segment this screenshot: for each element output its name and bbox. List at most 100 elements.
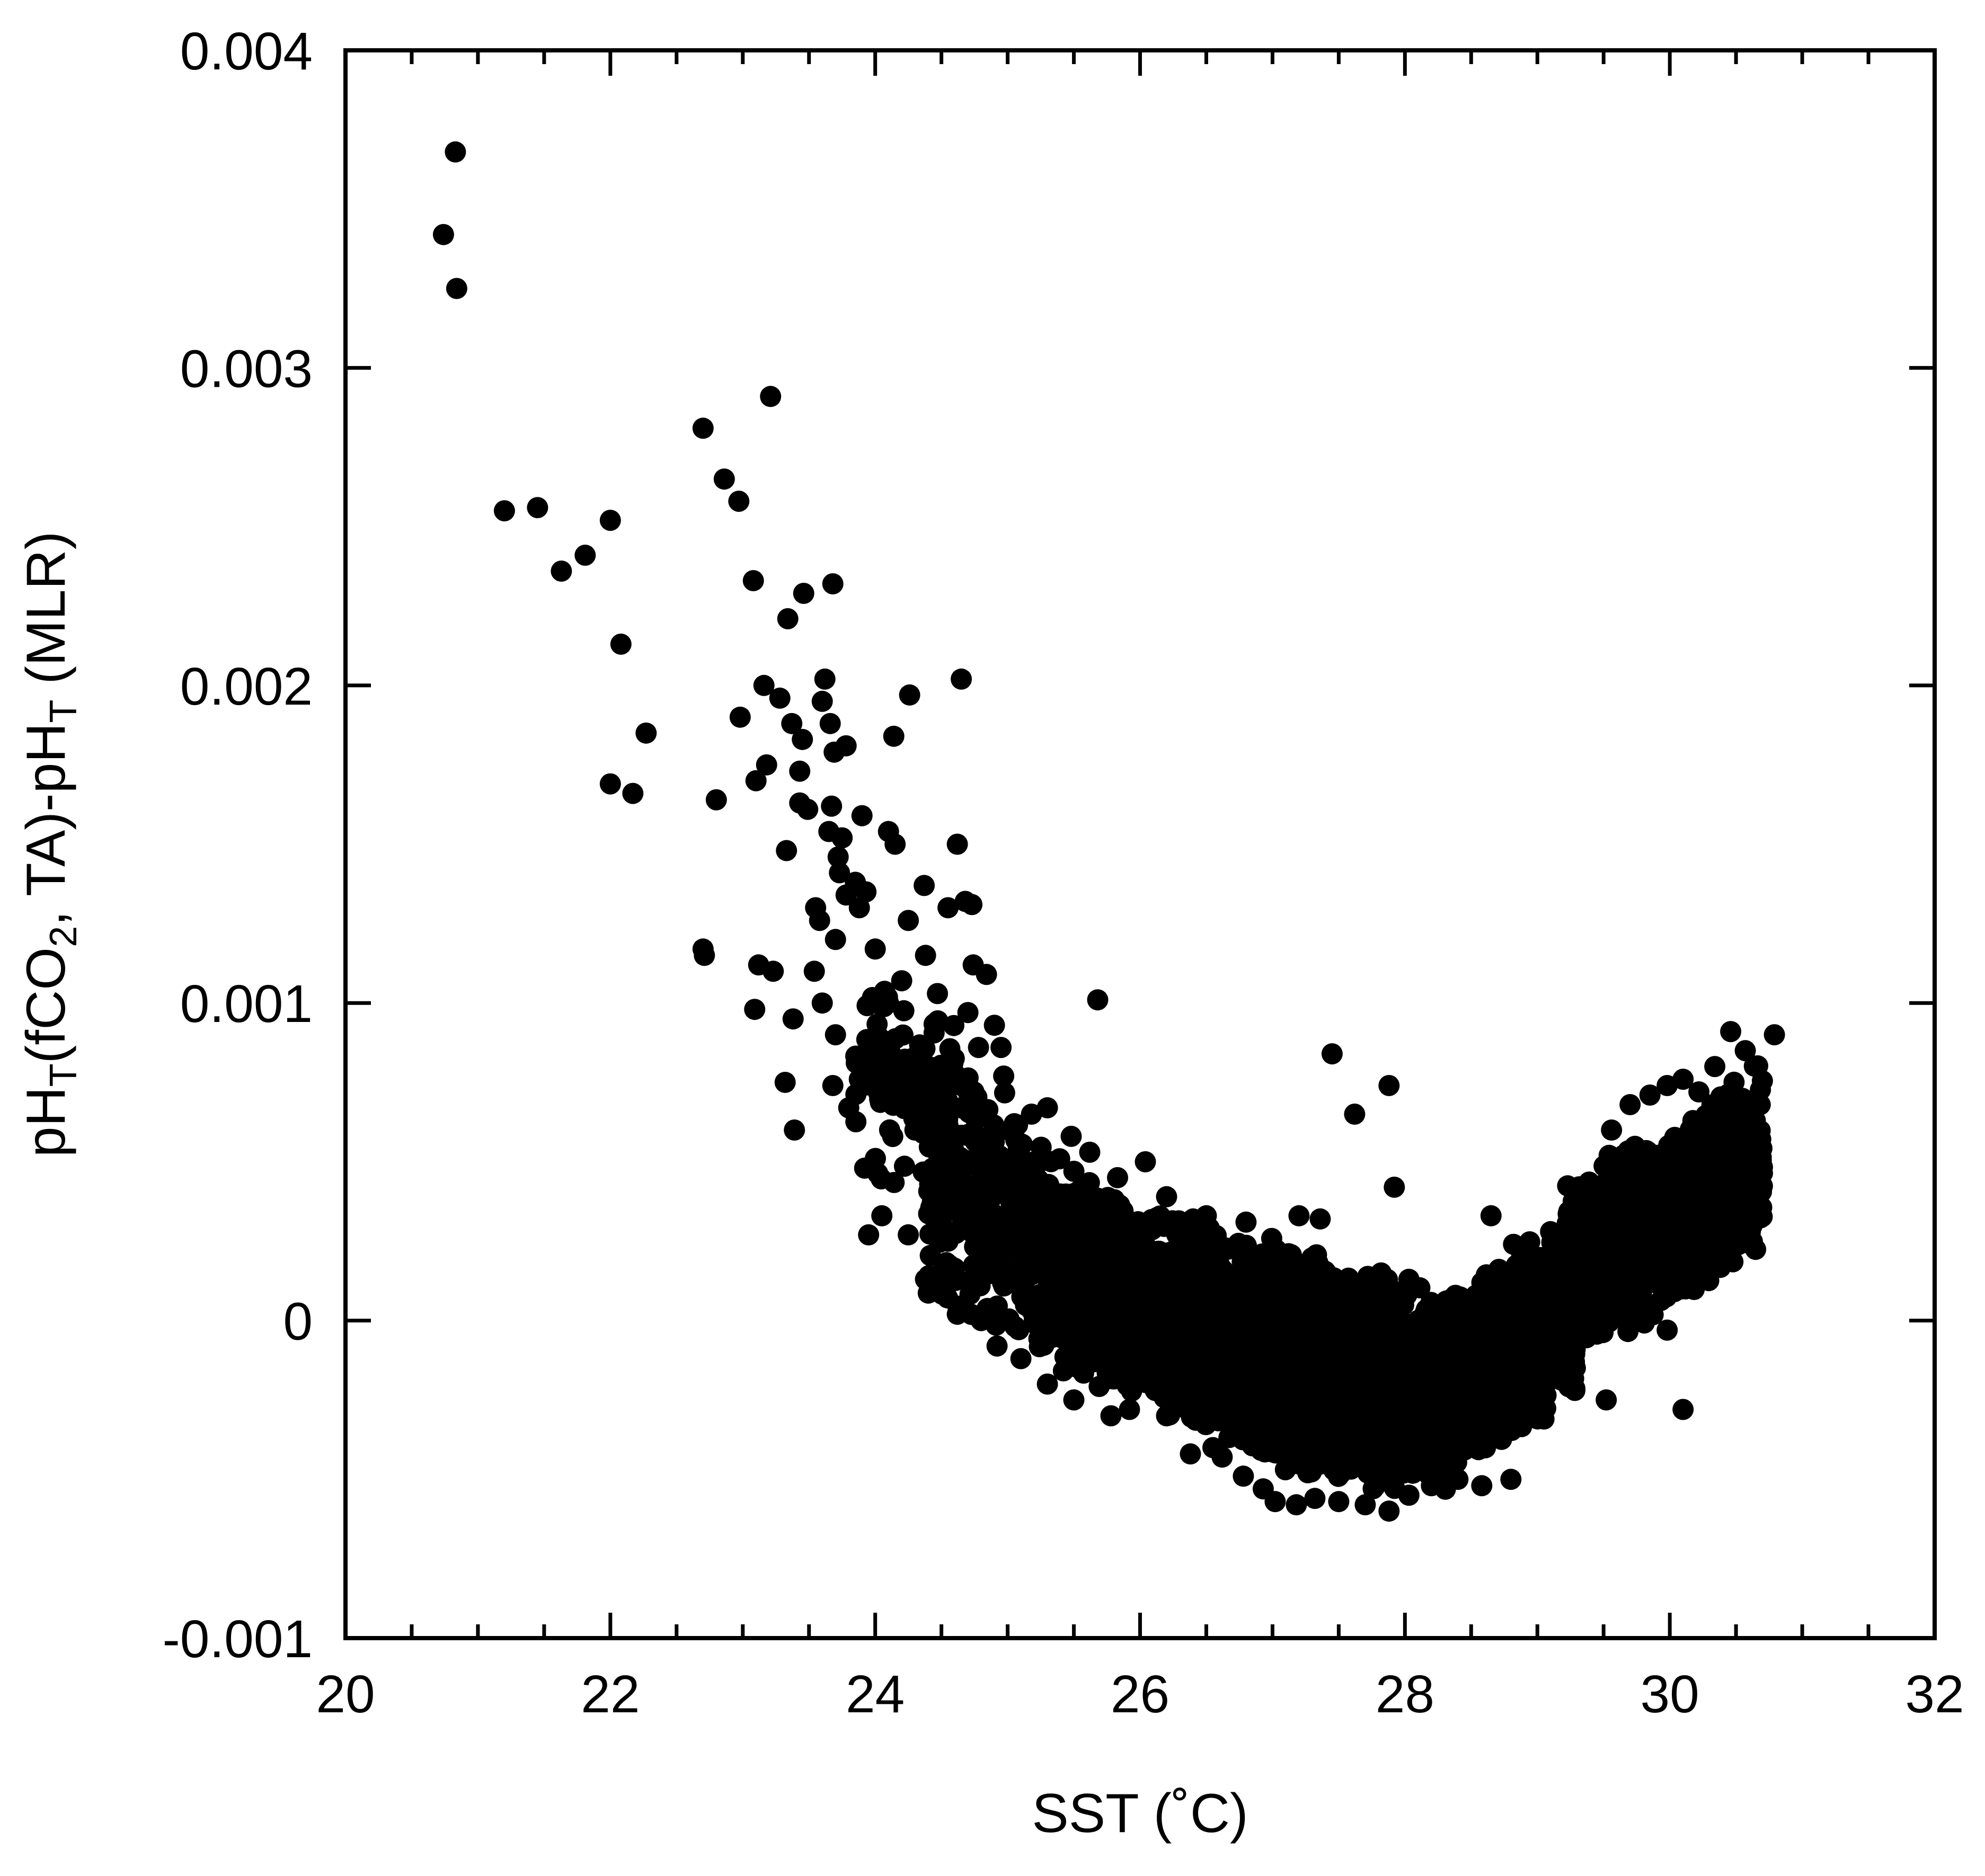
data-point [1344, 1104, 1366, 1125]
data-point [1345, 1397, 1367, 1418]
data-point [1656, 1075, 1678, 1096]
data-point [1688, 1081, 1710, 1103]
data-point [789, 760, 811, 782]
data-point [871, 1205, 893, 1226]
data-point [1370, 1336, 1392, 1357]
data-point [1228, 1232, 1250, 1254]
data-point [976, 1182, 998, 1204]
data-point [1402, 1462, 1424, 1484]
data-point [1036, 1373, 1058, 1395]
data-point [1354, 1494, 1376, 1516]
data-point [1167, 1396, 1189, 1418]
data-point [1119, 1399, 1140, 1420]
data-point [1309, 1318, 1331, 1339]
data-point [742, 570, 764, 591]
data-point [769, 687, 791, 709]
data-point [898, 1224, 919, 1246]
data-point [1456, 1313, 1477, 1335]
data-point [1465, 1290, 1487, 1311]
data-point [763, 961, 784, 982]
data-point [979, 1145, 1000, 1167]
data-point [1156, 1186, 1177, 1207]
data-point [1619, 1094, 1641, 1115]
data-point [753, 674, 775, 696]
data-point [976, 964, 997, 985]
data-point [1087, 989, 1109, 1011]
data-point [1036, 1097, 1058, 1118]
data-point [1160, 1359, 1182, 1381]
data-point [1194, 1243, 1216, 1265]
data-point [884, 833, 906, 855]
data-point [781, 713, 803, 734]
data-point [1350, 1279, 1372, 1301]
data-point [1010, 1242, 1032, 1264]
data-point [1268, 1336, 1289, 1358]
data-point [776, 840, 797, 861]
data-point [1007, 1179, 1029, 1201]
data-point [1672, 1069, 1694, 1090]
data-point [945, 1160, 967, 1181]
data-point [868, 1082, 890, 1104]
data-point [1250, 1390, 1272, 1411]
data-point [1656, 1319, 1678, 1341]
data-point [1135, 1151, 1156, 1172]
data-point [1365, 1298, 1387, 1320]
data-point [969, 1306, 990, 1328]
data-point [943, 1015, 964, 1036]
data-point [891, 970, 912, 992]
data-point [1309, 1208, 1331, 1230]
data-point [1129, 1286, 1151, 1308]
data-point [879, 1119, 900, 1141]
data-point [1010, 1348, 1032, 1370]
data-point [1439, 1399, 1461, 1421]
data-point [1596, 1389, 1617, 1411]
data-point [1107, 1167, 1128, 1188]
data-point [610, 633, 632, 655]
data-point [1049, 1148, 1070, 1170]
data-point [760, 386, 782, 407]
data-point [1261, 1228, 1282, 1249]
data-point [493, 500, 515, 522]
data-point [792, 728, 813, 750]
data-point [988, 1216, 1010, 1238]
data-point [782, 1008, 804, 1030]
data-point [745, 770, 767, 792]
data-point [1288, 1205, 1310, 1226]
data-point [797, 798, 819, 820]
data-point [1142, 1370, 1163, 1391]
data-point [1082, 1233, 1103, 1255]
data-point [729, 706, 751, 728]
data-point [1417, 1463, 1439, 1485]
data-point [1286, 1422, 1307, 1444]
data-point [1309, 1265, 1330, 1286]
data-point [987, 1295, 1008, 1317]
data-point [1434, 1325, 1456, 1347]
data-point [1321, 1043, 1343, 1065]
data-point [446, 278, 467, 299]
data-point [1192, 1352, 1213, 1374]
data-point [898, 910, 919, 931]
data-point [713, 468, 735, 490]
data-point [899, 684, 920, 706]
data-point [986, 1335, 1008, 1357]
data-point [1249, 1247, 1271, 1269]
data-point [961, 894, 983, 915]
data-point [1319, 1382, 1341, 1403]
data-point [827, 846, 849, 868]
data-point [1485, 1313, 1507, 1335]
data-point [1437, 1423, 1459, 1445]
data-point [1519, 1231, 1540, 1252]
data-point [784, 1119, 805, 1141]
data-point [871, 1168, 892, 1190]
data-point [952, 1075, 973, 1097]
data-point [1704, 1056, 1726, 1078]
data-point [1374, 1280, 1396, 1302]
data-point [599, 773, 621, 795]
data-point [551, 561, 572, 582]
data-point [1471, 1272, 1493, 1293]
data-point [774, 1072, 796, 1093]
data-point [1159, 1376, 1181, 1398]
data-point [728, 491, 750, 512]
